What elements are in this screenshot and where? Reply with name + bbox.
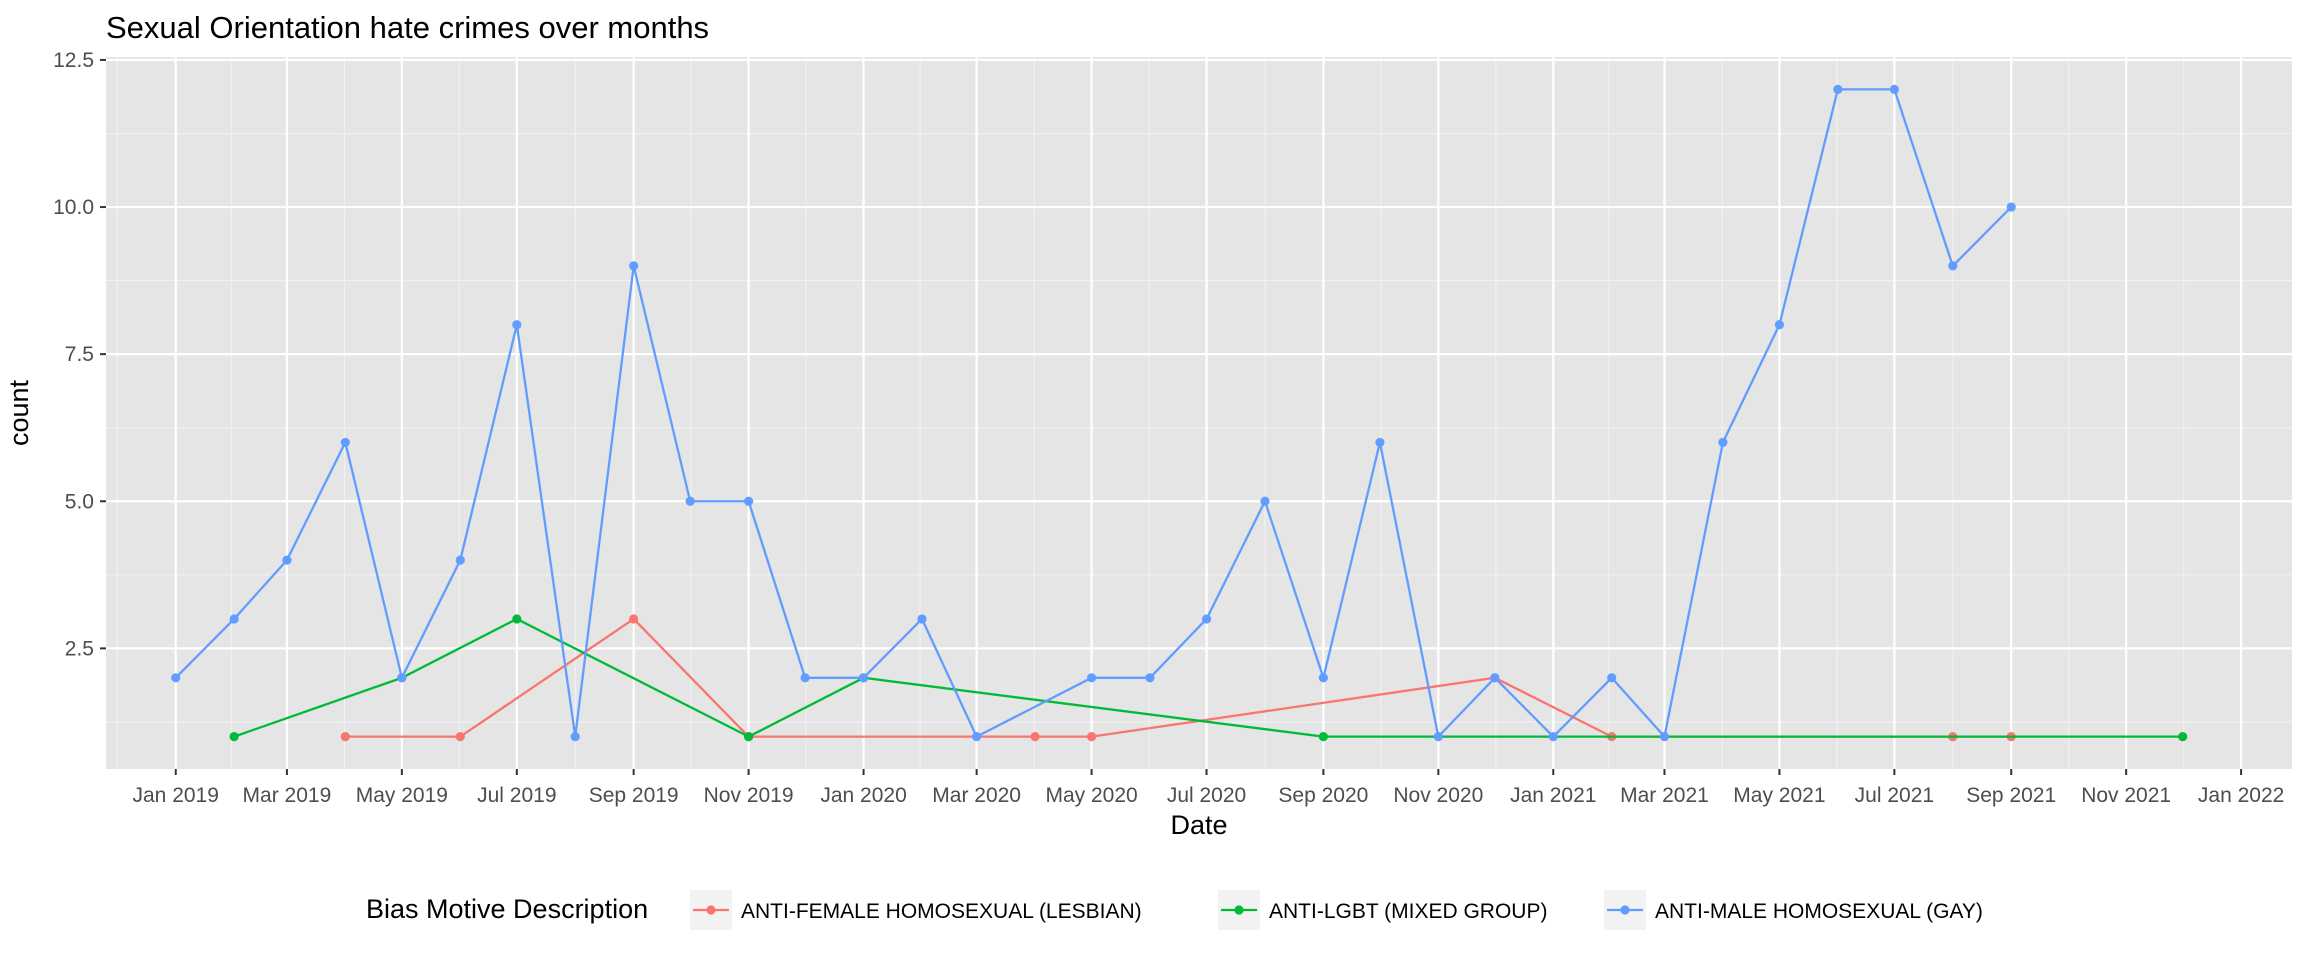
data-point <box>512 614 522 624</box>
data-point <box>1490 673 1500 683</box>
y-tick-label: 12.5 <box>53 49 94 72</box>
data-point <box>744 496 754 506</box>
x-axis-label: Date <box>1170 810 1227 840</box>
legend-key-point <box>1234 905 1244 915</box>
chart-title: Sexual Orientation hate crimes over mont… <box>106 10 709 45</box>
legend-key-point <box>706 905 716 915</box>
x-tick-label: Jan 2022 <box>2198 784 2284 807</box>
data-point <box>1889 84 1899 94</box>
data-point <box>685 496 695 506</box>
data-point <box>1318 673 1328 683</box>
data-point <box>1774 320 1785 330</box>
legend-item-label: ANTI-LGBT (MIXED GROUP) <box>1269 900 1547 923</box>
data-point <box>1086 673 1097 683</box>
data-point <box>1030 732 1040 742</box>
data-point <box>2006 202 2016 212</box>
data-point <box>1375 437 1385 448</box>
legend-item: ANTI-FEMALE HOMOSEXUAL (LESBIAN) <box>690 890 1142 930</box>
x-tick-label: Jul 2019 <box>477 784 556 807</box>
data-point <box>455 732 465 742</box>
y-tick-label: 10.0 <box>53 196 94 219</box>
data-point <box>455 555 465 565</box>
x-tick-label: Mar 2021 <box>1620 784 1709 807</box>
x-tick-label: Jan 2019 <box>133 784 219 807</box>
data-point <box>1548 732 1558 742</box>
plot-panel <box>106 57 2292 769</box>
legend-title: Bias Motive Description <box>366 894 648 924</box>
data-point <box>229 614 239 624</box>
data-point <box>1145 673 1155 683</box>
legend-item: ANTI-MALE HOMOSEXUAL (GAY) <box>1604 890 1983 930</box>
data-point <box>229 732 239 742</box>
legend: Bias Motive Description ANTI-FEMALE HOMO… <box>366 890 1983 930</box>
x-tick-label: Sep 2021 <box>1966 784 2056 807</box>
y-axis-label: count <box>4 379 34 446</box>
legend-item-label: ANTI-FEMALE HOMOSEXUAL (LESBIAN) <box>741 900 1142 923</box>
data-point <box>570 732 580 742</box>
minor-gridlines <box>106 57 2292 769</box>
x-tick-label: Nov 2021 <box>2081 784 2171 807</box>
x-tick-label: May 2019 <box>356 784 448 807</box>
x-tick-label: Mar 2019 <box>243 784 332 807</box>
x-tick-label: Sep 2020 <box>1278 784 1368 807</box>
data-point <box>282 555 292 565</box>
data-point <box>340 732 350 742</box>
x-tick-label: Jul 2021 <box>1855 784 1934 807</box>
x-axis: Jan 2019 Mar 2019 May 2019 Jul 2019 Sep 2019… <box>133 769 2284 807</box>
data-point <box>2178 732 2188 742</box>
legend-item-label: ANTI-MALE HOMOSEXUAL (GAY) <box>1655 900 1983 923</box>
data-point <box>512 320 522 330</box>
data-point <box>1718 437 1728 448</box>
data-point <box>1659 732 1670 742</box>
data-point <box>1086 732 1097 742</box>
data-point <box>397 673 407 683</box>
y-tick-label: 2.5 <box>65 637 94 660</box>
data-point <box>1833 84 1843 94</box>
x-tick-label: May 2021 <box>1733 784 1825 807</box>
x-tick-label: Jan 2021 <box>1510 784 1596 807</box>
data-point <box>972 732 982 742</box>
legend-item: ANTI-LGBT (MIXED GROUP) <box>1218 890 1547 930</box>
data-point <box>858 673 869 683</box>
legend-key-point <box>1620 905 1630 915</box>
data-point <box>1260 496 1270 506</box>
x-tick-label: Nov 2019 <box>704 784 794 807</box>
data-point <box>171 673 181 683</box>
series-3 <box>171 84 2016 742</box>
series-line <box>174 88 2013 738</box>
data-point <box>917 614 927 624</box>
data-point <box>629 261 639 271</box>
data-point <box>1607 673 1617 683</box>
y-tick-label: 5.0 <box>65 490 94 513</box>
data-point <box>629 614 639 624</box>
data-point <box>1948 261 1958 271</box>
x-tick-label: Nov 2020 <box>1393 784 1483 807</box>
series-layer <box>171 84 2188 742</box>
x-tick-label: May 2020 <box>1045 784 1137 807</box>
major-gridlines <box>106 57 2292 769</box>
x-tick-label: Jul 2020 <box>1167 784 1246 807</box>
data-point <box>1318 732 1328 742</box>
data-point <box>744 732 754 742</box>
x-tick-label: Jan 2020 <box>820 784 906 807</box>
data-point <box>800 673 810 683</box>
x-tick-label: Sep 2019 <box>589 784 679 807</box>
data-point <box>1433 732 1443 742</box>
y-tick-label: 7.5 <box>65 343 94 366</box>
data-point <box>340 437 350 448</box>
data-point <box>1201 614 1212 624</box>
x-tick-label: Mar 2020 <box>932 784 1021 807</box>
y-axis: 2.5 5.0 7.5 10.0 12.5 <box>53 49 106 660</box>
